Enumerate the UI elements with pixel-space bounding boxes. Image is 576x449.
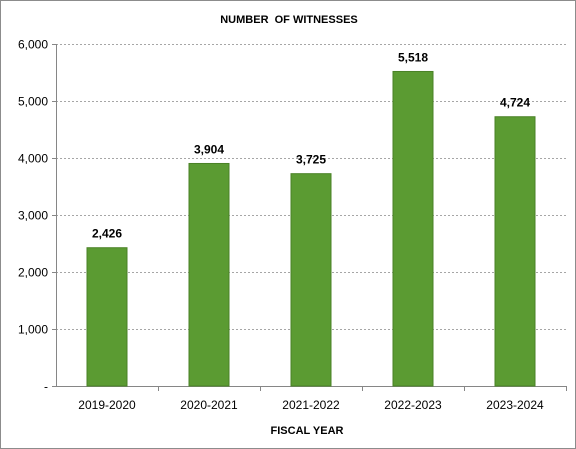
y-tick-label: 3,000: [18, 209, 48, 223]
x-tick-label: 2021-2022: [282, 398, 340, 412]
bar: [290, 173, 332, 387]
bar: [86, 247, 128, 387]
y-tick-label: 4,000: [18, 152, 48, 166]
chart-title: NUMBER OF WITNESSES: [220, 14, 358, 26]
x-tick-label: 2023-2024: [486, 398, 544, 412]
data-label: 3,904: [194, 142, 224, 156]
bar: [392, 70, 434, 387]
bar: [494, 116, 536, 387]
y-tick-label: 6,000: [18, 38, 48, 52]
data-label: 5,518: [398, 50, 428, 64]
y-tick-label: 2,000: [18, 266, 48, 280]
data-labels: 2,426 3,904 3,725 5,518 4,724: [92, 50, 530, 240]
data-label: 2,426: [92, 227, 122, 241]
bar: [188, 162, 230, 387]
y-tick-label: 1,000: [18, 323, 48, 337]
gridlines: [56, 44, 566, 330]
bars: [86, 70, 536, 387]
x-tick-label: 2019-2020: [78, 398, 136, 412]
y-tick-label: 5,000: [18, 95, 48, 109]
y-tick-label: -: [44, 380, 48, 394]
x-axis-tick-labels: 2019-2020 2020-2021 2021-2022 2022-2023 2023…: [78, 398, 544, 412]
x-tick-label: 2022-2023: [384, 398, 442, 412]
data-label: 4,724: [500, 96, 530, 110]
axes: [52, 44, 567, 391]
x-tick-label: 2020-2021: [180, 398, 238, 412]
y-axis-tick-labels: - 1,000 2,000 3,000 4,000 5,000 6,000: [18, 38, 48, 394]
x-axis-title: FISCAL YEAR: [271, 425, 344, 437]
data-label: 3,725: [296, 153, 326, 167]
